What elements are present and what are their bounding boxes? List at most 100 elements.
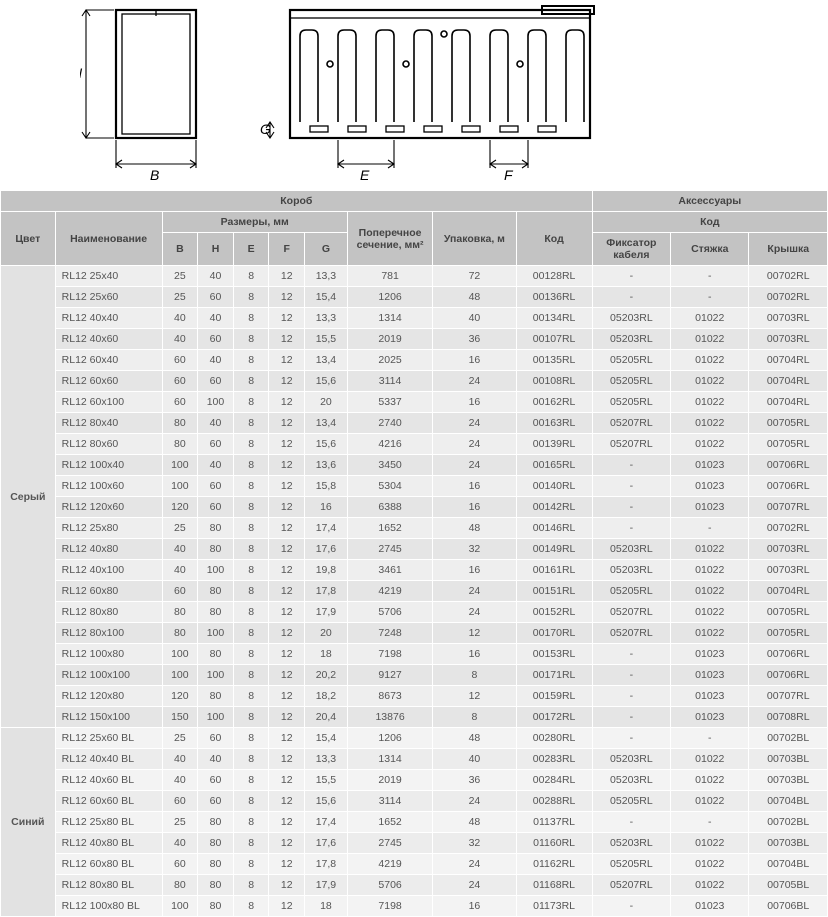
cell-lid: 00705RL bbox=[749, 623, 828, 644]
cell-G: 13,3 bbox=[305, 266, 348, 287]
cell-H: 60 bbox=[198, 476, 234, 497]
cell-F: 12 bbox=[269, 833, 305, 854]
cell-fix: 05205RL bbox=[592, 371, 670, 392]
cell-lid: 00705RL bbox=[749, 413, 828, 434]
cell-E: 8 bbox=[233, 329, 269, 350]
cell-F: 12 bbox=[269, 644, 305, 665]
hdr-section: Поперечное сечение, мм² bbox=[347, 212, 433, 266]
cell-E: 8 bbox=[233, 518, 269, 539]
cell-c: 00165RL bbox=[516, 455, 592, 476]
cell-H: 60 bbox=[198, 497, 234, 518]
cell-G: 15,8 bbox=[305, 476, 348, 497]
cell-E: 8 bbox=[233, 791, 269, 812]
cell-lid: 00704RL bbox=[749, 371, 828, 392]
cell-p: 24 bbox=[433, 854, 516, 875]
cell-s: 6388 bbox=[347, 497, 433, 518]
cell-p: 8 bbox=[433, 665, 516, 686]
cell-F: 12 bbox=[269, 434, 305, 455]
cell-tie: - bbox=[671, 812, 749, 833]
cell-F: 12 bbox=[269, 266, 305, 287]
cell-lid: 00702RL bbox=[749, 287, 828, 308]
cell-n: RL12 80x80 bbox=[55, 602, 162, 623]
cell-G: 15,5 bbox=[305, 329, 348, 350]
cell-G: 19,8 bbox=[305, 560, 348, 581]
cell-G: 17,6 bbox=[305, 833, 348, 854]
cell-s: 8673 bbox=[347, 686, 433, 707]
cell-s: 5706 bbox=[347, 875, 433, 896]
cell-B: 25 bbox=[162, 266, 198, 287]
cell-tie: - bbox=[671, 266, 749, 287]
cell-c: 01168RL bbox=[516, 875, 592, 896]
cell-c: 00108RL bbox=[516, 371, 592, 392]
cell-c: 00153RL bbox=[516, 644, 592, 665]
cell-n: RL12 150x100 bbox=[55, 707, 162, 728]
cell-lid: 00704RL bbox=[749, 581, 828, 602]
hdr-F: F bbox=[269, 233, 305, 266]
cell-p: 16 bbox=[433, 392, 516, 413]
cell-B: 60 bbox=[162, 854, 198, 875]
cell-H: 100 bbox=[198, 560, 234, 581]
cell-p: 12 bbox=[433, 623, 516, 644]
table-row: RL12 100x401004081213,634502400165RL-010… bbox=[1, 455, 828, 476]
table-row: RL12 100x80 BL100808121871981601173RL-01… bbox=[1, 896, 828, 917]
cell-s: 4219 bbox=[347, 581, 433, 602]
cell-c: 00146RL bbox=[516, 518, 592, 539]
hdr-lid: Крышка bbox=[749, 233, 828, 266]
cell-fix: 05203RL bbox=[592, 308, 670, 329]
cell-tie: 01023 bbox=[671, 665, 749, 686]
cell-n: RL12 40x100 bbox=[55, 560, 162, 581]
cell-lid: 00703BL bbox=[749, 749, 828, 770]
cell-G: 20 bbox=[305, 392, 348, 413]
cell-F: 12 bbox=[269, 623, 305, 644]
hdr-G: G bbox=[305, 233, 348, 266]
cell-tie: 01022 bbox=[671, 791, 749, 812]
cell-tie: 01022 bbox=[671, 770, 749, 791]
cell-F: 12 bbox=[269, 728, 305, 749]
cell-H: 100 bbox=[198, 623, 234, 644]
cell-E: 8 bbox=[233, 707, 269, 728]
cell-G: 18 bbox=[305, 896, 348, 917]
cell-s: 3461 bbox=[347, 560, 433, 581]
cell-B: 100 bbox=[162, 644, 198, 665]
cell-n: RL12 25x40 bbox=[55, 266, 162, 287]
table-row: RL12 40x1004010081219,834611600161RL0520… bbox=[1, 560, 828, 581]
table-row: RL12 60x60 BL606081215,631142400288RL052… bbox=[1, 791, 828, 812]
cell-p: 16 bbox=[433, 560, 516, 581]
cell-B: 100 bbox=[162, 455, 198, 476]
table-row: RL12 60x60606081215,631142400108RL05205R… bbox=[1, 371, 828, 392]
cell-p: 16 bbox=[433, 896, 516, 917]
cell-tie: 01022 bbox=[671, 371, 749, 392]
cell-tie: 01023 bbox=[671, 686, 749, 707]
cell-B: 40 bbox=[162, 833, 198, 854]
cell-F: 12 bbox=[269, 455, 305, 476]
cell-n: RL12 60x80 BL bbox=[55, 854, 162, 875]
cell-p: 32 bbox=[433, 833, 516, 854]
cell-E: 8 bbox=[233, 770, 269, 791]
cell-n: RL12 100x100 bbox=[55, 665, 162, 686]
cell-s: 2745 bbox=[347, 539, 433, 560]
cell-c: 01160RL bbox=[516, 833, 592, 854]
cell-F: 12 bbox=[269, 770, 305, 791]
hdr-accessories: Аксессуары bbox=[592, 191, 827, 212]
cell-E: 8 bbox=[233, 308, 269, 329]
cell-n: RL12 100x60 bbox=[55, 476, 162, 497]
cell-H: 80 bbox=[198, 896, 234, 917]
dim-F: F bbox=[504, 167, 514, 183]
cell-B: 40 bbox=[162, 749, 198, 770]
cell-tie: 01022 bbox=[671, 581, 749, 602]
cell-E: 8 bbox=[233, 833, 269, 854]
cell-E: 8 bbox=[233, 749, 269, 770]
cell-c: 00142RL bbox=[516, 497, 592, 518]
cell-F: 12 bbox=[269, 392, 305, 413]
cell-c: 01173RL bbox=[516, 896, 592, 917]
cell-E: 8 bbox=[233, 413, 269, 434]
cell-lid: 00703RL bbox=[749, 308, 828, 329]
table-row: RL12 60x80 BL608081217,842192401162RL052… bbox=[1, 854, 828, 875]
cell-c: 00135RL bbox=[516, 350, 592, 371]
cell-tie: 01022 bbox=[671, 875, 749, 896]
cell-fix: - bbox=[592, 665, 670, 686]
cell-s: 1314 bbox=[347, 308, 433, 329]
cell-n: RL12 60x40 bbox=[55, 350, 162, 371]
cell-p: 24 bbox=[433, 581, 516, 602]
dim-H: H bbox=[80, 65, 83, 81]
